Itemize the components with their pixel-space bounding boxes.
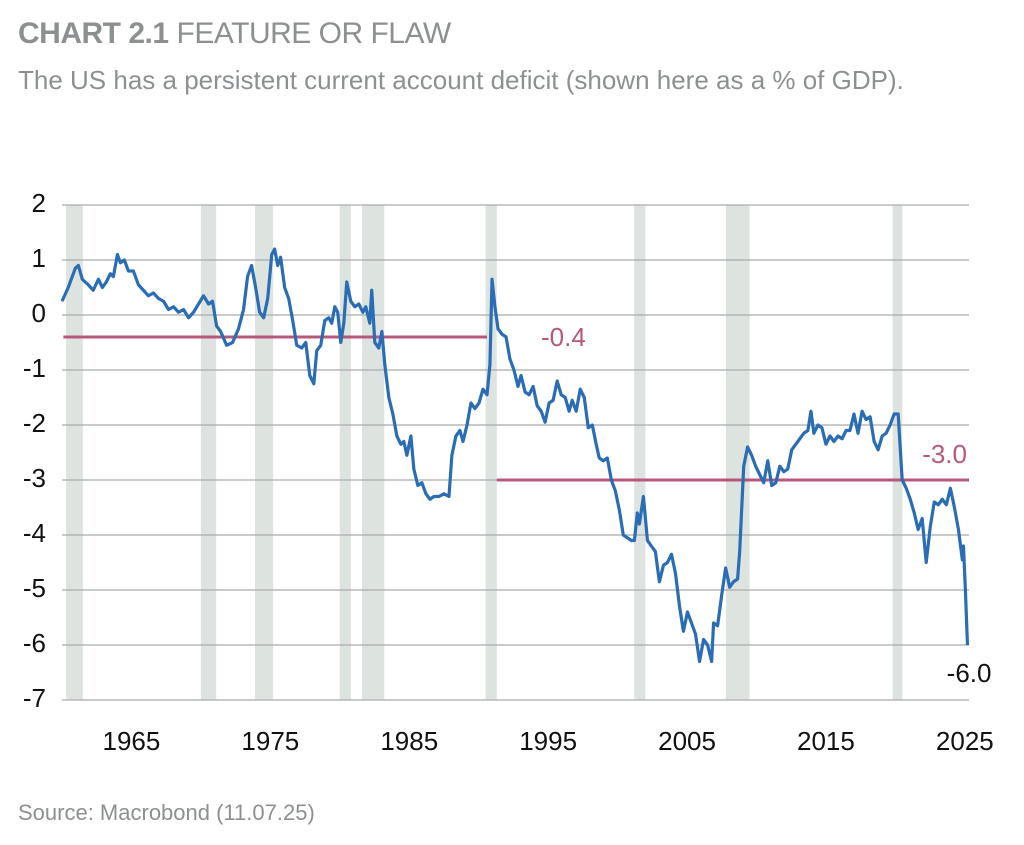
data-line [60, 247, 970, 664]
y-tick-label: 0 [32, 298, 46, 328]
chart-number: CHART 2.1 [18, 17, 169, 50]
y-tick-label: -1 [23, 353, 46, 383]
y-tick-label: 1 [32, 243, 46, 273]
recession-band [634, 205, 646, 700]
x-tick-label: 2025 [936, 726, 994, 756]
chart-title: FEATURE OR FLAW [176, 17, 452, 50]
subtitle: The US has a persistent current account … [18, 65, 904, 95]
recession-band [892, 205, 903, 700]
x-tick-label: 1965 [103, 726, 161, 756]
y-tick-label: 2 [32, 188, 46, 218]
x-tick-label: 1995 [519, 726, 577, 756]
x-tick-label: 1985 [380, 726, 438, 756]
x-tick-label: 1975 [241, 726, 299, 756]
recession-band [200, 205, 217, 700]
y-tick-label: -6 [23, 628, 46, 658]
recession-band [66, 205, 83, 700]
header: CHART 2.1 FEATURE OR FLAW The US has a pe… [18, 14, 958, 102]
reference-label: -3.0 [922, 439, 967, 469]
x-tick-label: 2005 [658, 726, 716, 756]
recession-band [485, 205, 497, 700]
y-tick-label: -3 [23, 463, 46, 493]
recession-band [362, 205, 385, 700]
reference-label: -0.4 [541, 322, 586, 352]
source: Source: Macrobond (11.07.25) [18, 800, 315, 825]
x-tick-label: 2015 [797, 726, 855, 756]
recession-band [725, 205, 750, 700]
title: CHART 2.1 FEATURE OR FLAW [18, 14, 958, 54]
recession-band [339, 205, 351, 700]
y-tick-label: -2 [23, 408, 46, 438]
y-tick-label: -4 [23, 518, 46, 548]
y-tick-label: -7 [23, 683, 46, 713]
recession-band [255, 205, 274, 700]
end-value-label: -6.0 [947, 658, 992, 688]
y-tick-label: -5 [23, 573, 46, 603]
